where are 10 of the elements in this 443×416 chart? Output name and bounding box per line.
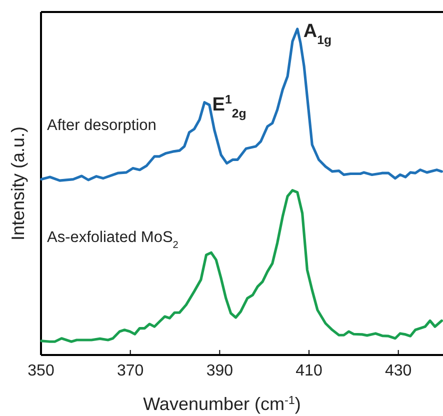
x-tick-label: 430: [384, 362, 412, 380]
x-tick-label: 410: [296, 362, 322, 380]
x-tick-label: 390: [206, 362, 234, 380]
annotation: A$_{1g}$: [303, 21, 332, 47]
x-tick-label: 370: [116, 362, 144, 380]
series-label: After desorption: [47, 117, 156, 134]
x-axis-title: Wavenumber (cm$^{-1}$): [143, 394, 301, 414]
x-tick-label: 350: [28, 362, 54, 380]
series-label: As-exfoliated MoS$_{2}$: [47, 229, 179, 250]
y-axis-title: Intensity (a.u.): [8, 126, 28, 241]
